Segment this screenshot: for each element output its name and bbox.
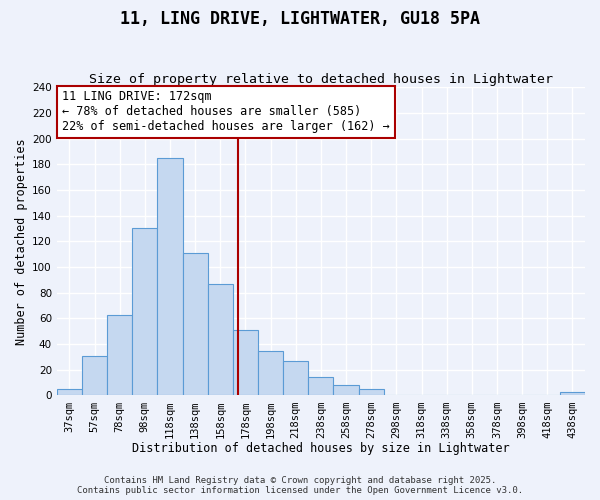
Y-axis label: Number of detached properties: Number of detached properties xyxy=(15,138,28,344)
Bar xyxy=(182,253,208,396)
Bar xyxy=(157,158,182,396)
Title: Size of property relative to detached houses in Lightwater: Size of property relative to detached ho… xyxy=(89,73,553,86)
Text: Contains HM Land Registry data © Crown copyright and database right 2025.
Contai: Contains HM Land Registry data © Crown c… xyxy=(77,476,523,495)
Bar xyxy=(560,392,585,396)
Text: 11 LING DRIVE: 172sqm
← 78% of detached houses are smaller (585)
22% of semi-det: 11 LING DRIVE: 172sqm ← 78% of detached … xyxy=(62,90,390,133)
Bar xyxy=(258,350,283,396)
Bar xyxy=(208,284,233,396)
Bar xyxy=(82,356,107,396)
Bar xyxy=(107,314,132,396)
Bar xyxy=(233,330,258,396)
Bar xyxy=(132,228,157,396)
X-axis label: Distribution of detached houses by size in Lightwater: Distribution of detached houses by size … xyxy=(132,442,510,455)
Bar xyxy=(359,389,384,396)
Bar xyxy=(57,389,82,396)
Bar xyxy=(334,385,359,396)
Bar xyxy=(283,361,308,396)
Bar xyxy=(308,378,334,396)
Text: 11, LING DRIVE, LIGHTWATER, GU18 5PA: 11, LING DRIVE, LIGHTWATER, GU18 5PA xyxy=(120,10,480,28)
